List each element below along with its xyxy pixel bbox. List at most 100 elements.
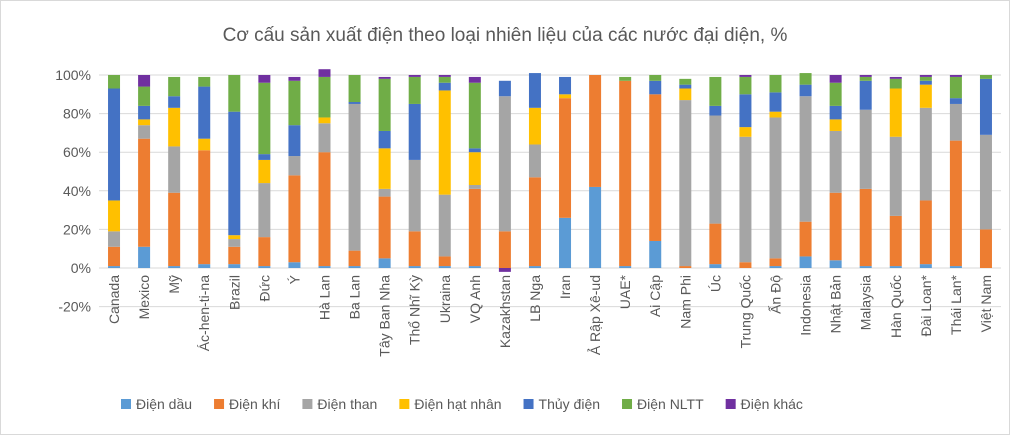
bar-segment	[739, 94, 752, 128]
bar-segment	[498, 268, 511, 272]
bar-segment	[949, 98, 962, 104]
legend-swatch	[121, 399, 131, 409]
bar-segment	[468, 148, 481, 153]
bar-segment	[829, 75, 842, 83]
bar-segment	[198, 138, 211, 151]
y-tick-label: 40%	[63, 183, 91, 199]
bar-segment	[799, 96, 812, 222]
bar-segment	[378, 76, 391, 79]
bar-segment	[468, 188, 481, 267]
bar-segment	[949, 76, 962, 99]
bar-segment	[919, 264, 932, 268]
bar-segment	[889, 88, 902, 137]
bar-segment	[198, 76, 211, 87]
bar-segment	[438, 256, 451, 267]
bar-segment	[949, 103, 962, 141]
bar-segment	[829, 130, 842, 193]
bar-segment	[829, 192, 842, 261]
y-tick-label: -20%	[58, 299, 91, 315]
bar-segment	[919, 200, 932, 265]
bar-segment	[378, 130, 391, 149]
bar-segment	[679, 84, 692, 89]
bar-segment	[108, 266, 121, 268]
bar-segment	[528, 266, 541, 268]
x-tick-label: Thổ Nhĩ Kỳ	[407, 275, 423, 345]
bar-segment	[889, 76, 902, 79]
bar-segment	[649, 240, 662, 268]
bar-segment	[468, 76, 481, 83]
bar-segment	[769, 75, 782, 93]
chart-title: Cơ cấu sản xuất điện theo loại nhiên liệ…	[223, 25, 788, 46]
bar-segment	[889, 136, 902, 216]
bar-segment	[859, 75, 872, 77]
bar-segment	[288, 76, 301, 81]
y-tick-label: 60%	[63, 144, 91, 160]
bar-segment	[528, 144, 541, 178]
bar-segment	[408, 159, 421, 232]
bar-segment	[378, 148, 391, 189]
bar-segment	[228, 239, 241, 247]
bar-segment	[228, 111, 241, 236]
bar-segment	[889, 215, 902, 267]
bar-segment	[348, 75, 361, 103]
bar-segment	[859, 76, 872, 81]
bar-segment	[498, 80, 511, 97]
bar-segment	[829, 82, 842, 106]
bar-segment	[769, 92, 782, 112]
bar-segment	[438, 90, 451, 195]
bar-segment	[528, 177, 541, 267]
bar-segment	[318, 266, 331, 268]
bar-segment	[138, 138, 151, 247]
legend-swatch	[523, 399, 534, 409]
bar-segment	[769, 258, 782, 267]
bar-segment	[528, 107, 541, 145]
bar-segment	[829, 105, 842, 120]
bar-segment	[168, 76, 181, 97]
bar-segment	[619, 266, 632, 268]
x-tick-label: Đức	[256, 275, 272, 301]
bar-segment	[979, 134, 992, 230]
bar-segment	[168, 96, 181, 108]
x-tick-label: Nhật Bản	[828, 275, 844, 333]
bar-segment	[498, 96, 511, 232]
bar-segment	[919, 75, 932, 77]
bar-segment	[108, 231, 121, 247]
bar-segment	[679, 88, 692, 101]
bar-segment	[769, 266, 782, 268]
bar-segment	[859, 109, 872, 189]
bar-segment	[138, 119, 151, 126]
bar-segment	[198, 86, 211, 139]
bar-segment	[859, 188, 872, 267]
bar-segment	[799, 256, 812, 268]
x-tick-label: Đài Loan*	[918, 274, 934, 336]
x-tick-label: Úc	[707, 275, 723, 292]
bar-segment	[559, 94, 572, 99]
bar-segment	[408, 266, 421, 268]
bar-segment	[619, 80, 632, 267]
bar-segment	[288, 262, 301, 268]
gridlines	[99, 74, 1001, 308]
bar-segment	[468, 152, 481, 186]
bar-segment	[138, 75, 151, 87]
bar-segment	[108, 88, 121, 201]
y-tick-label: 100%	[55, 67, 91, 83]
bar-segment	[168, 266, 181, 268]
x-tick-label: Malaysia	[858, 275, 874, 330]
bar-segment	[919, 76, 932, 81]
bar-segment	[679, 78, 692, 85]
bar-segment	[979, 229, 992, 268]
bar-segment	[318, 69, 331, 77]
legend-label: Thủy điện	[539, 396, 600, 412]
x-tick-label: Ý	[286, 274, 302, 284]
bar-segment	[679, 266, 692, 268]
bar-segment	[348, 266, 361, 268]
bar-segment	[919, 84, 932, 108]
bar-segment	[799, 221, 812, 257]
bar-segment	[468, 185, 481, 189]
x-tick-label: Canada	[106, 275, 122, 324]
bar-segment	[378, 78, 391, 131]
bar-segment	[799, 73, 812, 85]
legend-label: Điện khác	[741, 396, 803, 412]
x-tick-label: Trung Quốc	[737, 275, 753, 348]
x-tick-label: Tây Ban Nha	[377, 275, 393, 357]
